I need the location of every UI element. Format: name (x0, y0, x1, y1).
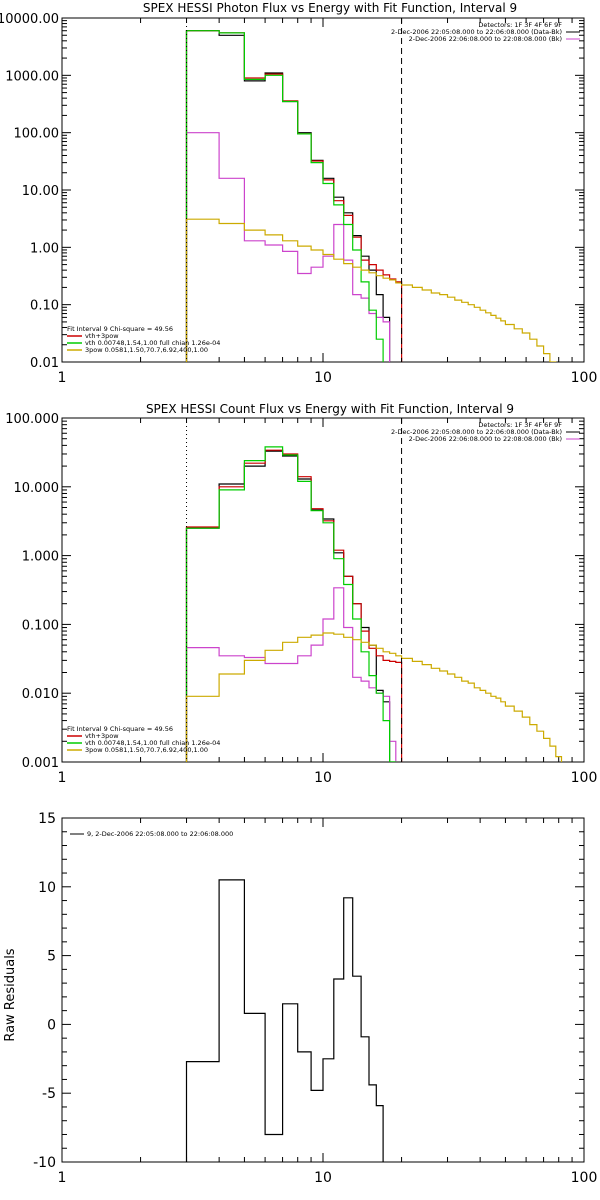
y-tick-label: 100.00 (14, 127, 60, 142)
photon-flux-panel: SPEX HESSI Photon Flux vs Energy with Fi… (0, 1, 597, 386)
plot-frame (61, 817, 585, 1163)
legend-text: 9, 2-Dec-2006 22:05:08.000 to 22:06:08.0… (87, 830, 233, 838)
x-tick-label: 100 (571, 1170, 598, 1186)
y-tick-label: 0.100 (22, 618, 59, 633)
y-tick-label: 0.010 (22, 687, 59, 702)
photon-chart-title: SPEX HESSI Photon Flux vs Energy with Fi… (143, 1, 517, 15)
legend-text: vth+3pow (85, 332, 119, 340)
y-tick-label: 0.10 (30, 299, 59, 314)
series-bk-line (185, 587, 397, 762)
header-text: 2-Dec-2006 22:05:08.000 to 22:06:08.000 … (391, 428, 562, 436)
y-tick-label: 100.000 (5, 412, 59, 427)
y-tick-label: -10 (33, 1155, 56, 1171)
plot-frame (61, 417, 585, 763)
x-tick-label: 100 (571, 370, 598, 386)
x-tick-label: 1 (58, 770, 67, 786)
y-tick-label: 10.000 (14, 481, 60, 496)
header-text: 2-Dec-2006 22:06:08.000 to 22:08:08.000 … (409, 435, 562, 443)
series-total-line (185, 449, 403, 762)
plot-frame (61, 17, 585, 363)
x-tick-label: 10 (314, 770, 332, 786)
y-tick-label: 0 (47, 1017, 56, 1033)
series-vth-line (185, 446, 397, 762)
y-tick-label: 10.00 (22, 184, 59, 199)
legend-title: Fit Interval 9 Chi-square = 49.56 (67, 325, 173, 333)
y-tick-label: 1.00 (30, 241, 59, 256)
y-tick-label: 1.000 (22, 550, 59, 565)
count-flux-panel: SPEX HESSI Count Flux vs Energy with Fit… (5, 402, 597, 786)
y-tick-label: 1000.00 (5, 69, 59, 84)
x-tick-label: 10 (314, 1170, 332, 1186)
plot-area (185, 446, 563, 762)
legend-text: 3pow 0.0581,1.50,70.7,6.92,400,1.00 (85, 346, 208, 354)
header-text: 2-Dec-2006 22:05:08.000 to 22:06:08.000 … (391, 28, 562, 36)
y-tick-label: 0.01 (30, 356, 59, 371)
x-tick-label: 10 (314, 370, 332, 386)
series-data-line (185, 879, 384, 1162)
x-tick-label: 100 (571, 770, 598, 786)
plot-area (185, 879, 384, 1162)
legend-text: vth+3pow (85, 732, 119, 740)
series-powerlaw-line (185, 218, 557, 362)
x-tick-label: 1 (58, 370, 67, 386)
legend-title: Fit Interval 9 Chi-square = 49.56 (67, 725, 173, 733)
y-tick-label: 10000.00 (0, 12, 59, 27)
series-vth-line (185, 30, 384, 362)
series-data-line (185, 30, 391, 362)
series-total-line (185, 30, 403, 362)
residuals-ylabel: Raw Residuals (3, 948, 18, 1041)
legend-text: vth 0.00748,1.54,1.00 full chian 1.26e-0… (85, 339, 220, 347)
series-data-line (185, 450, 397, 762)
y-tick-label: 0.001 (22, 756, 59, 771)
series-bk-line (185, 132, 391, 362)
residuals-panel: Raw Residuals 1 10 100 15 10 5 0 -5 -10 9, 2-Dec-… (3, 811, 598, 1186)
header-text: Detectors: 1F 3F 4F 6F 9F (478, 421, 562, 429)
legend-text: 3pow 0.0581,1.50,70.7,6.92,400,1.00 (85, 746, 208, 754)
count-chart-title: SPEX HESSI Count Flux vs Energy with Fit… (146, 402, 514, 416)
y-tick-label: 10 (38, 880, 56, 896)
y-tick-label: -5 (42, 1086, 56, 1102)
legend-text: vth 0.00748,1.54,1.00 full chian 1.26e-0… (85, 739, 220, 747)
header-text: 2-Dec-2006 22:06:08.000 to 22:08:08.000 … (409, 35, 562, 43)
y-tick-label: 15 (38, 811, 56, 827)
series-powerlaw-line (185, 632, 563, 762)
header-text: Detectors: 1F 3F 4F 6F 9F (478, 21, 562, 29)
y-tick-label: 5 (47, 949, 56, 965)
x-tick-label: 1 (58, 1170, 67, 1186)
plot-area (185, 30, 557, 362)
